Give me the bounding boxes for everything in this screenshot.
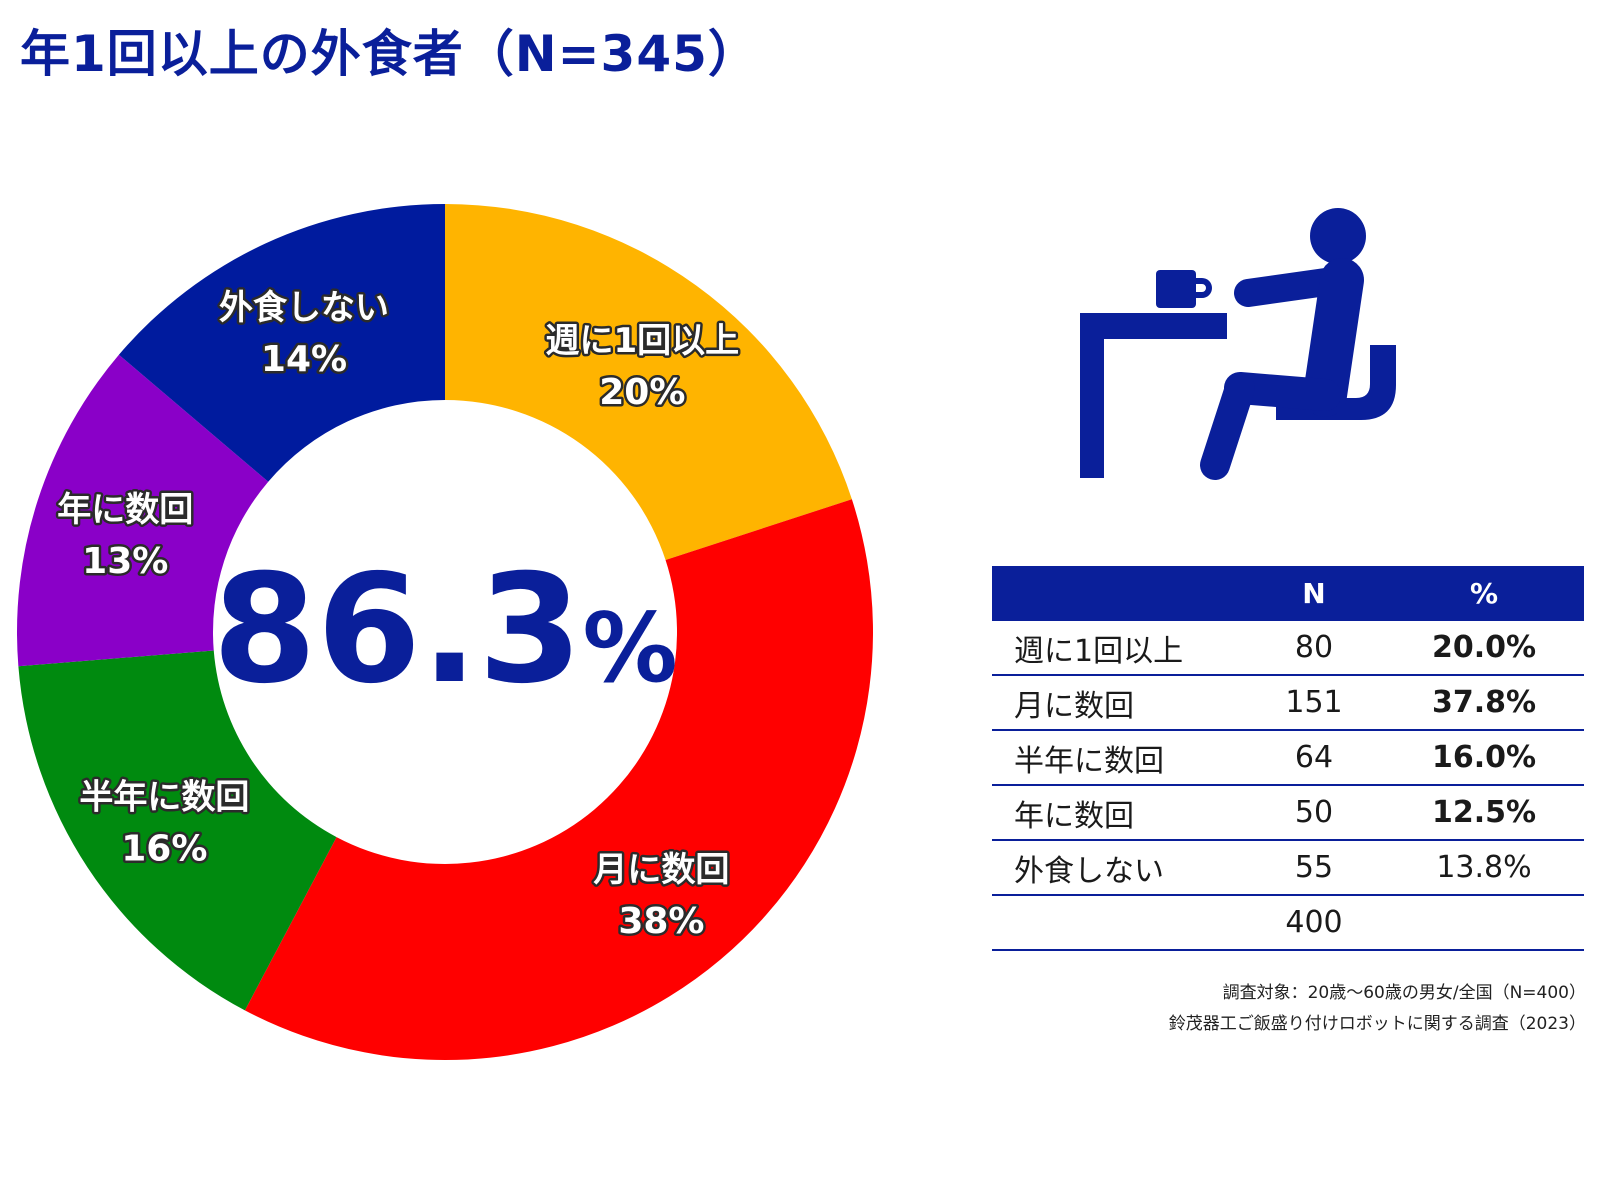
- slice-percent-label: 16%: [121, 829, 207, 870]
- donut-slice: [244, 499, 874, 1060]
- row-count: 400: [1244, 895, 1384, 951]
- table-header-row: N %: [992, 566, 1584, 621]
- person-dining-at-table-icon: [1065, 205, 1440, 495]
- donut-chart: 週に1回以上20%月に数回38%半年に数回16%年に数回13%外食しない14% …: [16, 204, 874, 1060]
- donut-slice: [445, 204, 852, 561]
- table-row: 週に1回以上 80 20.0%: [992, 621, 1584, 676]
- slice-percent-label: 13%: [82, 541, 168, 582]
- center-total-label: 86.3%: [212, 543, 677, 717]
- page-title: 年1回以上の外食者（N=345）: [20, 25, 759, 83]
- slice-category-label: 外食しない: [219, 288, 389, 328]
- row-label: [992, 895, 1244, 951]
- row-count: 64: [1244, 730, 1384, 786]
- slice-category-label: 年に数回: [57, 490, 193, 530]
- slice-category-label: 月に数回: [593, 850, 729, 890]
- slice-percent-label: 14%: [261, 339, 347, 380]
- row-count: 80: [1244, 621, 1384, 676]
- row-label: 半年に数回: [992, 730, 1244, 786]
- slice-category-label: 半年に数回: [79, 778, 249, 818]
- row-count: 50: [1244, 785, 1384, 841]
- row-count: 151: [1244, 675, 1384, 731]
- survey-source-note: 鈴茂器工ご飯盛り付けロボットに関する調査（2023）: [1168, 1014, 1586, 1034]
- row-percent: [1384, 895, 1584, 951]
- row-label: 月に数回: [992, 675, 1244, 731]
- slice-percent-label: 38%: [618, 901, 704, 942]
- source-notes: 調査対象：20歳～60歳の男女/全国（N=400） 鈴茂器工ご飯盛り付けロボット…: [1169, 978, 1586, 1040]
- table-row: 年に数回 50 12.5%: [992, 785, 1584, 841]
- row-label: 外食しない: [992, 840, 1244, 896]
- slice-category-label: 週に1回以上: [545, 321, 739, 361]
- row-label: 週に1回以上: [992, 621, 1244, 676]
- table-header-label: [992, 566, 1244, 621]
- row-percent: 13.8%: [1384, 840, 1584, 896]
- row-count: 55: [1244, 840, 1384, 896]
- results-table: N % 週に1回以上 80 20.0% 月に数回 151 37.8% 半年に数回 64 16.0…: [992, 566, 1584, 951]
- row-label: 年に数回: [992, 785, 1244, 841]
- donut-slice: [118, 204, 446, 482]
- donut-slice: [18, 650, 337, 1011]
- survey-target-note: 調査対象：20歳～60歳の男女/全国（N=400）: [1222, 983, 1586, 1003]
- table-header-percent: %: [1384, 566, 1584, 621]
- table-row: 400: [992, 895, 1584, 951]
- table-row: 外食しない 55 13.8%: [992, 840, 1584, 896]
- row-percent: 12.5%: [1384, 785, 1584, 841]
- row-percent: 16.0%: [1384, 730, 1584, 786]
- table-row: 半年に数回 64 16.0%: [992, 730, 1584, 786]
- slice-percent-label: 20%: [599, 372, 685, 413]
- donut-slice: [16, 354, 269, 667]
- table-header-n: N: [1244, 566, 1384, 621]
- row-percent: 20.0%: [1384, 621, 1584, 676]
- table-row: 月に数回 151 37.8%: [992, 675, 1584, 731]
- row-percent: 37.8%: [1384, 675, 1584, 731]
